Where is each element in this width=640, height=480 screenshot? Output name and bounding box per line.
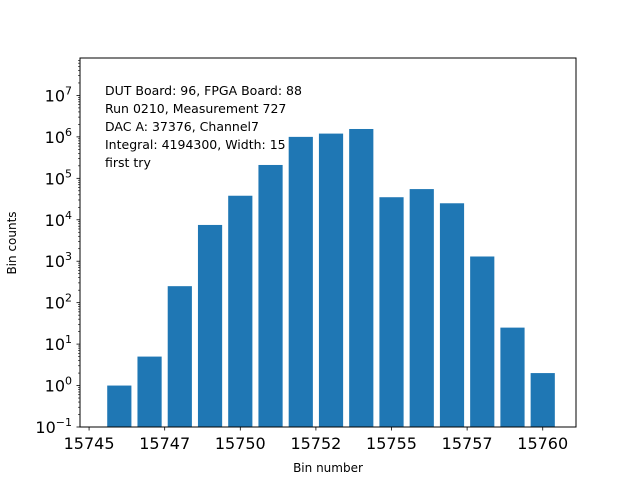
y-tick-label: 101 xyxy=(45,333,72,354)
x-tick-label: 15750 xyxy=(215,434,266,453)
y-tick-label: 105 xyxy=(45,167,72,188)
annotation-line: DUT Board: 96, FPGA Board: 88 xyxy=(105,83,302,98)
x-tick-label: 15747 xyxy=(139,434,190,453)
y-tick-label: 100 xyxy=(45,375,72,396)
y-tick-label: 107 xyxy=(45,84,72,105)
histogram-bar xyxy=(379,197,404,427)
x-tick-label: 15760 xyxy=(517,434,568,453)
x-tick-label: 15755 xyxy=(366,434,417,453)
y-tick-label: 106 xyxy=(45,126,72,147)
histogram-bar xyxy=(197,224,223,427)
y-axis-label: Bin counts xyxy=(5,211,19,274)
annotation-line: Run 0210, Measurement 727 xyxy=(105,101,286,116)
y-tick-label: 102 xyxy=(45,292,72,313)
histogram-bar xyxy=(167,286,192,427)
histogram-bar xyxy=(470,256,495,427)
histogram-bar xyxy=(228,195,253,427)
histogram-bar xyxy=(107,385,132,427)
histogram-bar xyxy=(409,189,434,427)
y-tick-label: 10−1 xyxy=(35,416,72,437)
annotation-line: first try xyxy=(105,155,151,170)
y-tick-label: 104 xyxy=(45,209,72,230)
histogram-bar xyxy=(258,164,283,427)
x-tick-label: 15752 xyxy=(290,434,341,453)
histogram-bar xyxy=(137,356,162,427)
histogram-bar xyxy=(349,128,374,427)
histogram-bar xyxy=(439,203,465,427)
x-tick-label: 15757 xyxy=(442,434,493,453)
plot-frame xyxy=(79,57,577,428)
x-axis-label: Bin number xyxy=(293,461,363,475)
histogram-bar xyxy=(318,133,344,427)
y-tick-label: 103 xyxy=(45,250,72,271)
x-tick-label: 15745 xyxy=(64,434,115,453)
annotation-line: DAC A: 37376, Channel7 xyxy=(105,119,259,134)
histogram-bar xyxy=(500,327,525,427)
histogram-bar xyxy=(288,136,313,427)
histogram-bar xyxy=(530,373,555,427)
annotation-line: Integral: 4194300, Width: 15 xyxy=(105,137,286,152)
